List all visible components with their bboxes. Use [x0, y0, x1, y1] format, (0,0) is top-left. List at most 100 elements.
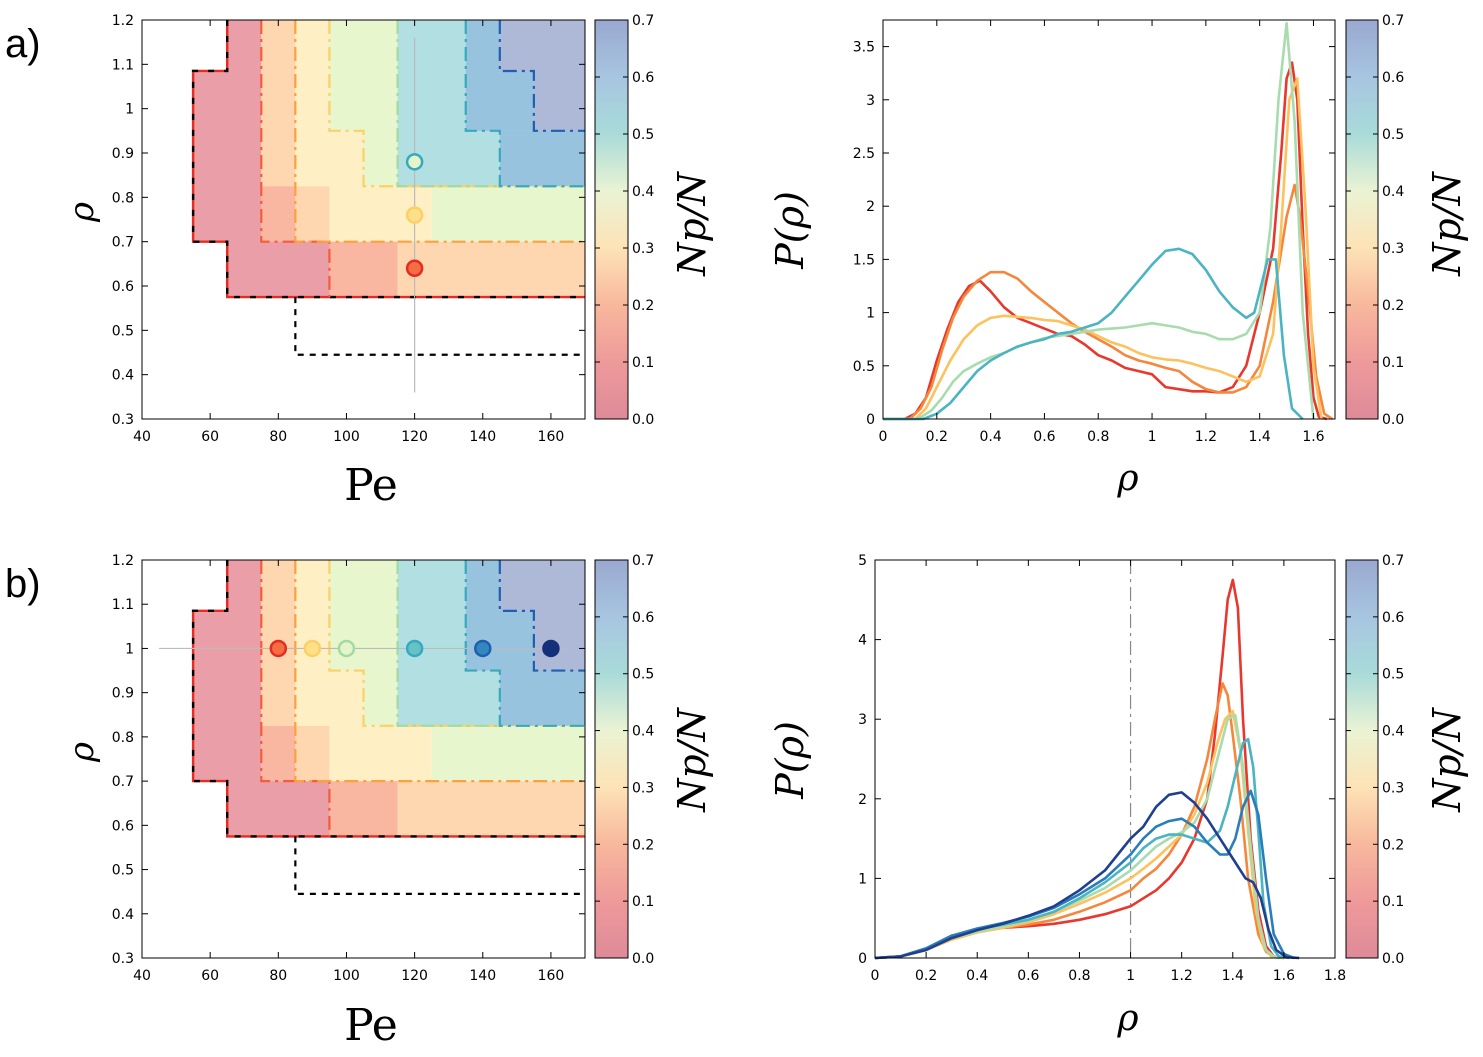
colorbar-tick-label: 0.1	[1382, 894, 1404, 910]
panel-label-a: a)	[5, 22, 41, 66]
phase-a-region	[261, 20, 296, 187]
density-a-xtick-label: 0	[879, 429, 888, 445]
phase-b-marker	[303, 639, 322, 658]
colorbar-tick-label: 0.4	[632, 724, 654, 740]
colorbar-tick-label: 0.4	[1382, 184, 1404, 200]
phase-b-region	[329, 725, 432, 782]
phase-b-boundary	[498, 560, 585, 672]
phase-a-xtick-label: 120	[401, 429, 428, 445]
plot-frame-rb	[874, 559, 1336, 959]
phase-a-xtick-label: 160	[538, 429, 565, 445]
density-b-series-line	[874, 789, 1295, 960]
phase-a-ytick-label: 0.8	[112, 190, 134, 206]
colorbar-tick-label: 0.7	[632, 553, 654, 569]
phase-b-marker	[337, 639, 356, 658]
phase-b-marker	[405, 639, 424, 658]
phase-b-region	[499, 560, 585, 671]
density-a-ytick-label: 1	[866, 306, 875, 322]
y-axis-label-a: ρ	[62, 202, 102, 223]
phase-b-ytick-label: 0.4	[112, 907, 134, 923]
colorbar-tick-label: 0.0	[632, 412, 654, 428]
phase-a-region	[465, 20, 534, 131]
phase-b-region	[431, 725, 585, 782]
colorbar-label-a-left: Np/N	[670, 170, 714, 276]
phase-a-ytick-label: 0.5	[112, 323, 134, 339]
density-plot-b: 0 0.2 0.4 0.6 0.8 1 1.2 1.4 1.6 1.8 0 1 2 3 4 5 ρ P(ρ)	[768, 553, 1346, 1039]
density-b-ytick-label: 5	[858, 553, 867, 569]
colorbar-tick-label: 0.6	[1382, 610, 1404, 626]
density-a-ytick-label: 2.5	[853, 146, 875, 162]
colorbar-gradient	[1345, 559, 1379, 959]
phase-boundaries-b	[191, 560, 585, 895]
phase-b-marker	[474, 639, 492, 658]
phase-a-boundary	[396, 20, 500, 188]
phase-b-ytick-label: 0.3	[112, 951, 134, 967]
colorbar-tick-label: 0.5	[1382, 667, 1404, 683]
phase-a-ytick-label: 0.9	[112, 146, 134, 162]
density-a-series-line	[883, 247, 1304, 421]
density-b-ytick-label: 2	[858, 792, 867, 808]
density-b-ytick-label: 0	[858, 951, 867, 967]
phase-b-xtick-label: 120	[401, 968, 428, 984]
density-b-xtick-label: 0.6	[1017, 968, 1039, 984]
phase-a-region	[499, 20, 585, 131]
phase-a-region	[261, 186, 296, 242]
phase-b-ytick-label: 0.5	[112, 863, 134, 879]
phase-b-region	[295, 560, 364, 726]
phase-a-xtick-label: 100	[333, 429, 360, 445]
phase-a-region	[295, 186, 330, 242]
colorbar-gradient	[594, 559, 629, 959]
y-ticks-rb: 0 1 2 3 4 5	[858, 553, 1335, 967]
phase-a-ytick-label: 0.7	[112, 235, 134, 251]
density-b-xtick-label: 0.2	[915, 968, 937, 984]
phase-regions-a	[193, 20, 585, 298]
phase-a-xtick-label: 140	[469, 429, 496, 445]
density-a-series-line	[883, 183, 1334, 421]
density-b-ytick-label: 3	[858, 712, 867, 728]
density-b-xtick-label: 0.4	[966, 968, 988, 984]
colorbar-label-b-right: Np/N	[1425, 706, 1469, 812]
phase-a-ytick-label: 0.4	[112, 368, 134, 384]
phase-b-ytick-label: 0.8	[112, 730, 134, 746]
density-a-xtick-label: 0.4	[979, 429, 1001, 445]
phase-a-boundary	[191, 20, 585, 299]
phase-a-region	[397, 20, 500, 187]
plot-frame-ra	[882, 19, 1336, 420]
x-ticks-b: 40 60 80 100 120 140 160	[133, 560, 564, 984]
colorbar-ticks-a-right: 0.0 0.1 0.2 0.3 0.4 0.5 0.6 0.7	[1346, 13, 1404, 428]
phase-a-marker	[405, 153, 424, 171]
colorbar-tick-label: 0.0	[1382, 951, 1404, 967]
phase-b-region	[329, 781, 398, 837]
x-axis-label-a: Pe	[344, 460, 398, 511]
phase-a-marker	[405, 206, 424, 224]
x-ticks-a: 40 60 80 100 120 140 160	[133, 20, 564, 445]
density-series-b	[874, 578, 1300, 960]
colorbar-tick-label: 0.2	[632, 837, 654, 853]
phase-b-boundary	[328, 560, 585, 727]
plot-frame-a	[141, 19, 586, 420]
y-ticks-b: 0.3 0.4 0.5 0.6 0.7 0.8 0.9 1 1.1 1.2	[112, 553, 585, 967]
phase-b-xtick-label: 80	[269, 968, 287, 984]
phase-a-ytick-label: 1	[125, 102, 134, 118]
phase-b-xtick-label: 40	[133, 968, 151, 984]
colorbar-tick-label: 0.2	[632, 298, 654, 314]
density-b-series-line	[874, 791, 1300, 960]
y-axis-label-rb: P(ρ)	[768, 721, 812, 800]
colorbar-label-b-left: Np/N	[670, 706, 714, 812]
density-a-xtick-label: 1.6	[1302, 429, 1324, 445]
colorbar-tick-label: 0.5	[632, 127, 654, 143]
phase-b-boundary	[464, 560, 585, 727]
density-a-xtick-label: 1.4	[1249, 429, 1271, 445]
phase-a-boundary	[498, 20, 585, 132]
density-a-xtick-label: 1.2	[1195, 429, 1217, 445]
colorbar-a-right: 0.0 0.1 0.2 0.3 0.4 0.5 0.6 0.7 Np/N	[1345, 13, 1469, 428]
colorbar-tick-label: 0.2	[1382, 298, 1404, 314]
phase-a-ytick-label: 0.3	[112, 412, 134, 428]
colorbar-b-right: 0.0 0.1 0.2 0.3 0.4 0.5 0.6 0.7 Np/N	[1345, 553, 1469, 967]
phase-a-region	[499, 130, 585, 187]
x-ticks-rb: 0 0.2 0.4 0.6 0.8 1 1.2 1.4 1.6 1.8	[871, 560, 1346, 984]
panel-label-b: b)	[5, 562, 41, 606]
phase-b-ytick-label: 0.7	[112, 774, 134, 790]
colorbar-a-left: 0.0 0.1 0.2 0.3 0.4 0.5 0.6 0.7 Np/N	[594, 13, 714, 428]
y-axis-label-ra: P(ρ)	[768, 191, 812, 270]
